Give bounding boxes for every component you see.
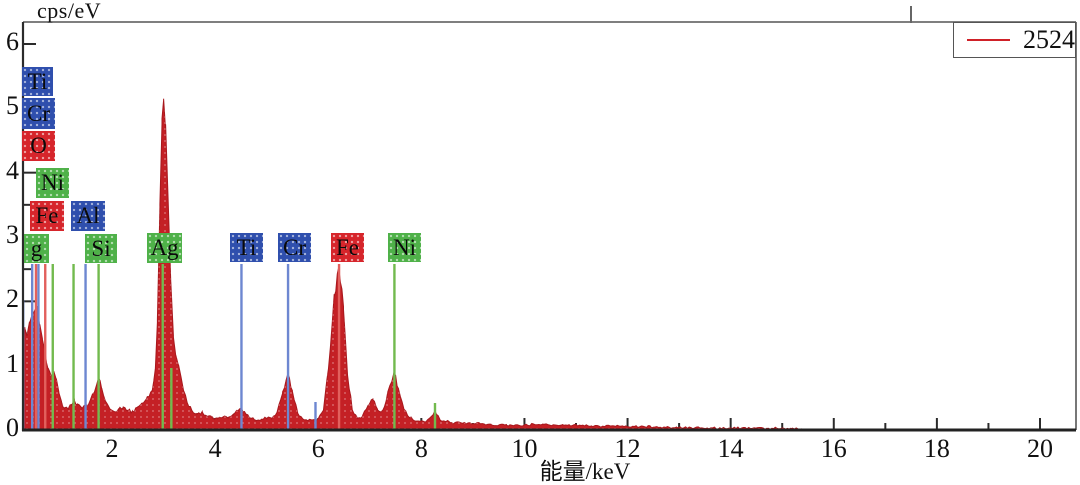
x-tick-label-6: 6: [311, 434, 325, 463]
legend: 2524: [953, 22, 1076, 58]
x-tick-label-16: 16: [820, 434, 847, 463]
y-tick-label-4: 4: [6, 155, 19, 185]
element-label-Ag: Ag: [147, 233, 182, 263]
spectrum-halftone-overlay: [22, 98, 806, 430]
element-label-g: g: [24, 234, 49, 263]
y-tick-label-5: 5: [6, 91, 19, 121]
element-label-Cr: Cr: [22, 98, 55, 129]
x-tick-label-2: 2: [105, 434, 119, 463]
y-axis-title: cps/eV: [37, 0, 102, 23]
y-tick-label-0: 0: [6, 413, 19, 443]
x-tick-label-10: 10: [511, 434, 538, 463]
spectrum-area: [22, 98, 806, 431]
element-label-Al: Al: [71, 201, 105, 231]
element-label-Ni: Ni: [388, 233, 421, 262]
x-tick-label-8: 8: [414, 434, 428, 463]
x-tick-label-12: 12: [614, 434, 641, 463]
y-tick-label-6: 6: [6, 27, 19, 57]
y-tick-label-3: 3: [6, 220, 19, 250]
artifact-mark: [910, 6, 912, 23]
element-label-Fe: Fe: [30, 201, 64, 231]
x-tick-label-4: 4: [208, 434, 222, 463]
legend-series-label: 2524: [1023, 25, 1075, 54]
y-tick-label-2: 2: [6, 284, 19, 314]
legend-line-swatch: [967, 39, 1010, 41]
x-tick-label-20: 20: [1027, 434, 1053, 463]
element-label-Si: Si: [85, 234, 117, 263]
x-axis-title: 能量/keV: [539, 459, 631, 484]
y-tick-label-1: 1: [6, 348, 19, 378]
element-label-O: O: [22, 131, 55, 161]
x-tick-label-14: 14: [717, 434, 744, 463]
element-label-Ti: Ti: [230, 233, 263, 262]
element-label-Ti: Ti: [22, 67, 53, 96]
element-label-Cr: Cr: [278, 233, 311, 262]
element-label-Fe: Fe: [331, 233, 364, 262]
element-label-Ni: Ni: [36, 168, 69, 198]
x-tick-label-18: 18: [923, 434, 950, 463]
